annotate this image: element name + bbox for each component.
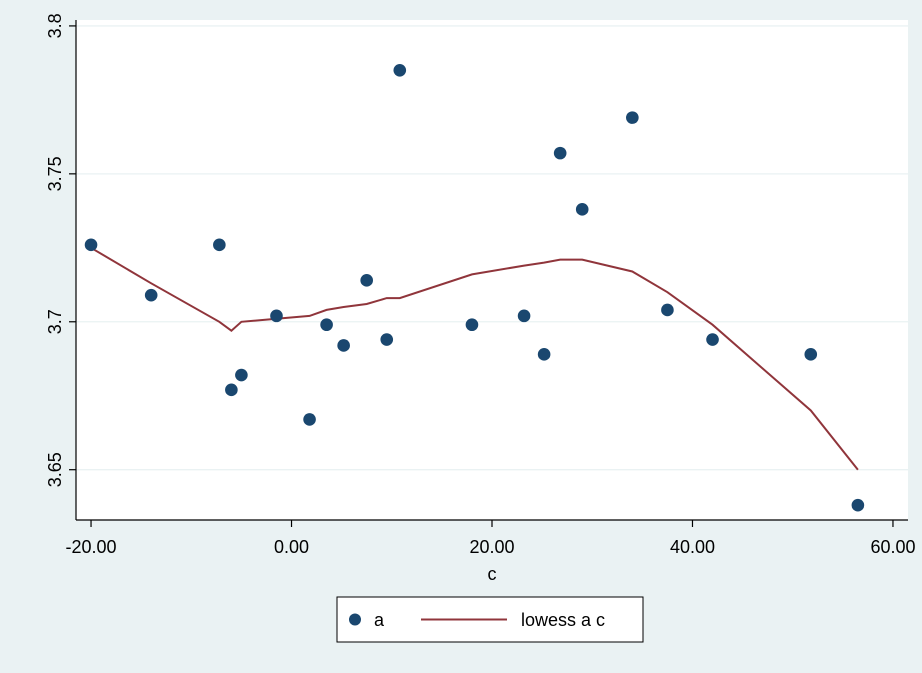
x-tick-label: 60.00 (870, 537, 915, 557)
y-tick-label: 3.65 (45, 452, 65, 487)
y-axis-ticks: 3.65 3.7 3.75 3.8 (45, 13, 76, 487)
scatter-point (804, 348, 818, 361)
scatter-point (270, 309, 283, 323)
scatter-point (706, 333, 719, 346)
scatter-point (303, 413, 316, 426)
lowess-line (90, 246, 859, 471)
x-tick-label: -20.00 (66, 537, 117, 557)
legend-label-a: a (374, 610, 385, 630)
legend-marker-a (349, 613, 361, 626)
scatter-point (380, 333, 394, 346)
legend: a lowess a c (336, 596, 644, 643)
legend-label-lowess: lowess a c (521, 610, 605, 630)
scatter-point (235, 368, 248, 382)
x-axis-title: c (488, 564, 497, 584)
scatter-point (537, 348, 551, 361)
y-tick-label: 3.8 (45, 13, 65, 38)
x-tick-label: 0.00 (274, 537, 309, 557)
series-layer (84, 63, 865, 512)
scatter-point (575, 203, 589, 216)
x-axis-ticks: -20.00 0.00 20.00 40.00 60.00 (66, 520, 915, 557)
scatter-point (225, 383, 238, 397)
scatter-point (553, 146, 567, 160)
scatter-point (851, 498, 865, 512)
scatter-point (661, 303, 674, 317)
scatter-point (84, 238, 98, 252)
scatter-point (213, 238, 226, 252)
scatter-point (144, 288, 158, 302)
grid-lines (76, 25, 908, 471)
scatter-point (360, 274, 373, 287)
scatter-point (337, 339, 350, 352)
y-tick-label: 3.75 (45, 156, 65, 191)
scatter-point (393, 63, 407, 77)
x-tick-label: 40.00 (670, 537, 715, 557)
y-tick-label: 3.7 (45, 309, 65, 334)
x-tick-label: 20.00 (469, 537, 514, 557)
scatter-point (517, 309, 531, 323)
plot-area (76, 20, 908, 520)
scatter-point (320, 318, 333, 332)
scatter-point (465, 318, 479, 332)
scatter-point (626, 111, 639, 124)
